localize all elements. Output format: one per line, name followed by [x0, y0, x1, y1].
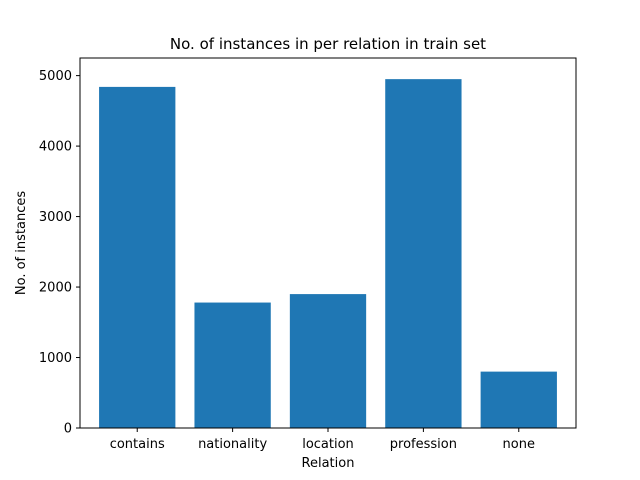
y-axis-label: No. of instances	[14, 191, 29, 295]
y-tick-label: 3000	[39, 210, 72, 225]
bars-group	[99, 79, 557, 429]
x-tick-label: nationality	[198, 437, 267, 452]
bar-profession	[385, 79, 462, 429]
x-tick-label: contains	[110, 437, 165, 452]
x-axis-ticks: contains nationality location profession non…	[110, 428, 535, 452]
x-tick-label: profession	[390, 437, 457, 452]
chart-title: No. of instances in per relation in trai…	[170, 35, 486, 53]
y-tick-label: 0	[64, 422, 72, 437]
y-axis-ticks: 0 1000 2000 3000 4000 5000	[39, 69, 80, 437]
bar-location	[289, 294, 367, 428]
y-tick-label: 4000	[39, 140, 72, 155]
bar-contains	[99, 86, 176, 429]
bar-none	[480, 371, 557, 428]
plot-frame	[79, 57, 577, 429]
x-axis-label: Relation	[302, 456, 355, 471]
x-tick-label: none	[503, 437, 535, 452]
bar-nationality	[194, 302, 271, 428]
x-tick-label: location	[302, 437, 354, 452]
y-tick-label: 5000	[39, 69, 72, 84]
y-tick-label: 1000	[39, 351, 72, 366]
y-tick-label: 2000	[39, 281, 72, 296]
